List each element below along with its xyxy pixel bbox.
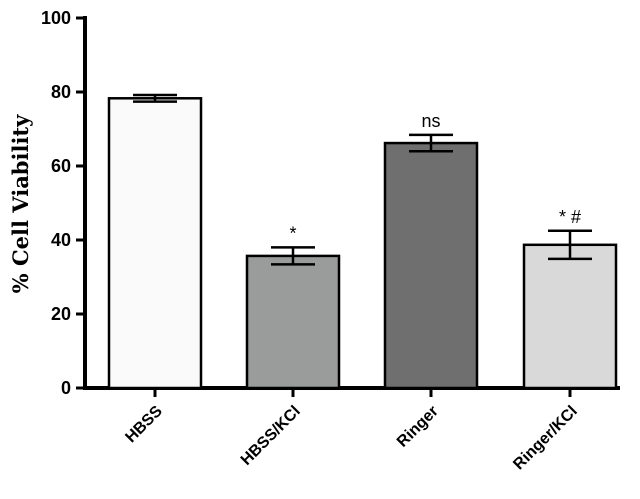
y-tick-label: 100 — [41, 8, 71, 28]
significance-annotation: * — [289, 223, 296, 243]
bars: * ns * # — [107, 93, 618, 390]
bar-hbss — [107, 97, 203, 390]
bar-ringer-kcl — [522, 243, 618, 390]
bar-hbss-kcl — [245, 254, 341, 390]
bar-ringer — [383, 141, 479, 390]
y-axis-label: % Cell Viability — [8, 114, 33, 293]
x-tick-label: Ringer — [394, 403, 442, 451]
significance-annotation: * # — [559, 207, 581, 227]
x-tick-label: Ringer/KCl — [510, 403, 580, 473]
y-tick-label: 80 — [51, 82, 71, 102]
y-tick-label: 40 — [51, 230, 71, 250]
x-tick-label: HBSS — [122, 403, 166, 447]
significance-annotation: ns — [421, 111, 440, 131]
y-tick-label: 20 — [51, 304, 71, 324]
x-tick-label: HBSS/KCl — [238, 403, 304, 469]
y-tick-label: 0 — [61, 378, 71, 398]
y-tick-label: 60 — [51, 156, 71, 176]
